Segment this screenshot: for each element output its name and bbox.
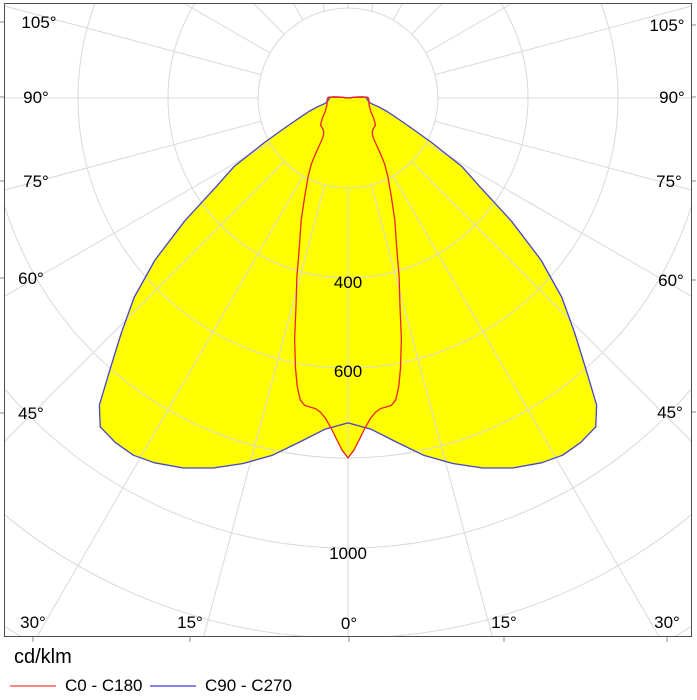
angle-label: 75° xyxy=(23,172,49,191)
legend-line-icon-c90 xyxy=(150,685,196,687)
legend-rows: C0 - C180 C90 - C270 xyxy=(0,675,697,697)
grid-ray xyxy=(370,184,493,637)
grid-ray xyxy=(4,142,271,298)
legend: cd/klm C0 - C180 C90 - C270 xyxy=(0,645,697,700)
legend-entry-c90-c270: C90 - C270 xyxy=(150,675,292,697)
angle-label: 15° xyxy=(491,613,517,632)
plot-area xyxy=(4,3,692,637)
angle-label: 45° xyxy=(18,404,44,423)
grid-ray xyxy=(4,120,262,191)
ring-value-label: 1000 xyxy=(329,544,367,563)
grid-ray xyxy=(425,142,692,298)
angle-label: 60° xyxy=(658,271,684,290)
unit-label: cd/klm xyxy=(14,646,72,668)
angle-label: 60° xyxy=(18,269,44,288)
angle-label: 105° xyxy=(21,13,56,32)
grid-ray xyxy=(203,184,326,637)
angle-label: 90° xyxy=(23,88,49,107)
angle-label: 90° xyxy=(659,88,685,107)
grid-ray xyxy=(392,175,660,637)
angle-label: 15° xyxy=(177,613,203,632)
angle-label: 75° xyxy=(656,172,682,191)
angle-label: 30° xyxy=(20,613,46,632)
grid-ray xyxy=(411,161,692,443)
curve-c0-c180 xyxy=(293,96,403,459)
ring-value-label: 600 xyxy=(334,362,362,381)
ring-value-label: 400 xyxy=(334,273,362,292)
polar-intensity-chart: 105° 90° 75° 60° 45° 105° 90° 75° 60° 45° 30° 15° 0°… xyxy=(0,3,696,642)
curve-c90-c270 xyxy=(98,96,598,469)
angle-label: 30° xyxy=(654,613,680,632)
legend-label-c90-c270: C90 - C270 xyxy=(205,676,292,695)
grid-ray xyxy=(434,5,692,76)
grid-ray xyxy=(4,161,285,443)
angle-label: 45° xyxy=(657,403,683,422)
chart-border xyxy=(4,3,692,637)
grid-ray xyxy=(434,120,692,191)
angle-label: 0° xyxy=(341,614,357,633)
legend-line-icon-c0 xyxy=(10,685,56,687)
grid-ray xyxy=(4,5,262,76)
angle-label: 105° xyxy=(649,16,684,35)
legend-entry-c0-c180: C0 - C180 xyxy=(10,675,142,697)
grid-ray xyxy=(36,175,304,637)
legend-label-c0-c180: C0 - C180 xyxy=(65,676,143,695)
